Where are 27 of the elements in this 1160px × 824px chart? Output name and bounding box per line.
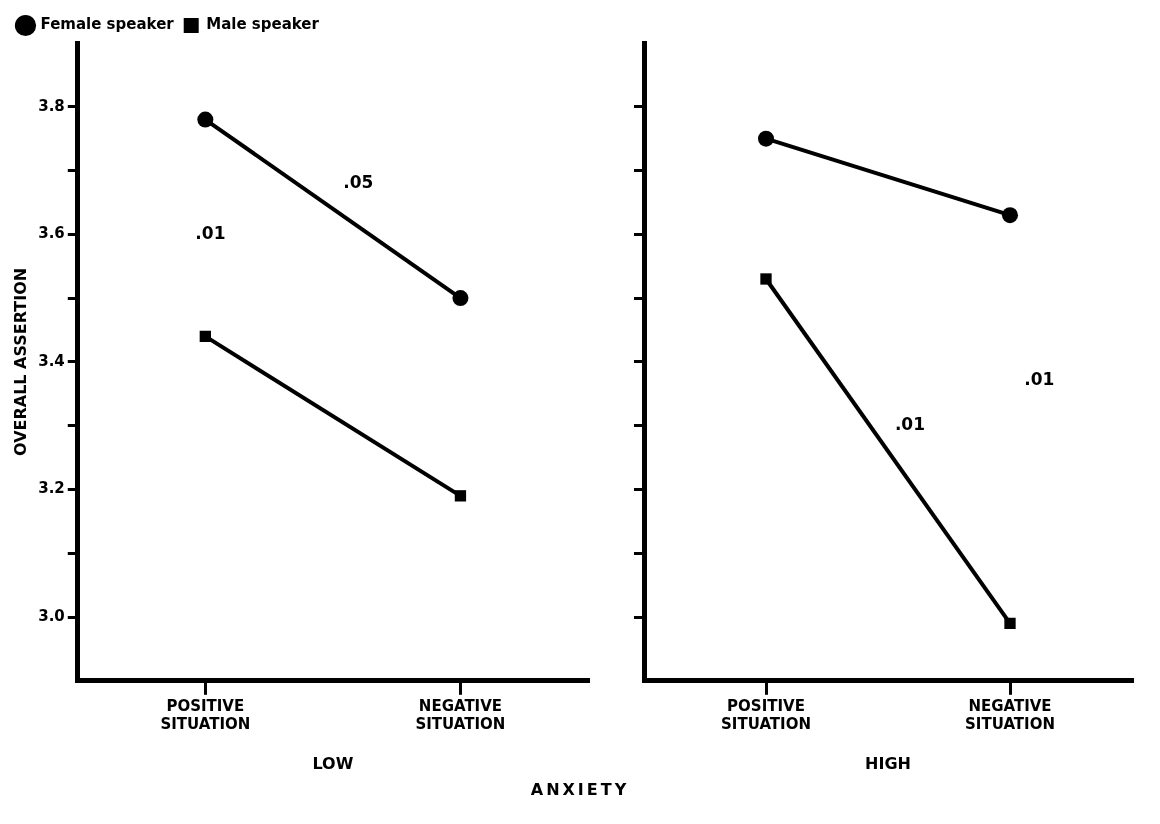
x-tick-label: NEGATIVE SITUATION	[965, 696, 1055, 733]
x-axis-title: LOW	[312, 753, 354, 773]
y-tick-label: 3.4	[38, 351, 65, 370]
point	[1002, 207, 1018, 224]
x-tick-label: NEGATIVE SITUATION	[415, 696, 506, 733]
annotation: .01	[1024, 369, 1055, 390]
point	[452, 290, 469, 307]
x-tick-label: POSITIVE SITUATION	[721, 696, 811, 733]
x-tick-label: POSITIVE SITUATION	[160, 696, 251, 733]
point	[454, 490, 467, 502]
y-tick-label: 3.6	[38, 224, 65, 243]
x-axis-title: HIGH	[865, 753, 911, 773]
y-axis-title: OVERALL ASSERTION	[10, 267, 30, 457]
y-tick-label: 3.2	[38, 479, 65, 498]
point	[1004, 617, 1016, 630]
annotation: .01	[195, 222, 226, 243]
legend-label: Male speaker	[206, 15, 320, 34]
y-tick-label: 3.0	[38, 606, 65, 625]
text: ANXIETY	[529, 780, 631, 799]
legend-label: Female speaker	[40, 15, 175, 34]
y-tick-label: 3.8	[38, 96, 65, 115]
point	[197, 111, 214, 128]
point	[758, 130, 774, 147]
annotation: .01	[894, 414, 926, 435]
point	[760, 273, 772, 285]
point	[199, 330, 211, 343]
annotation: .05	[343, 171, 374, 192]
